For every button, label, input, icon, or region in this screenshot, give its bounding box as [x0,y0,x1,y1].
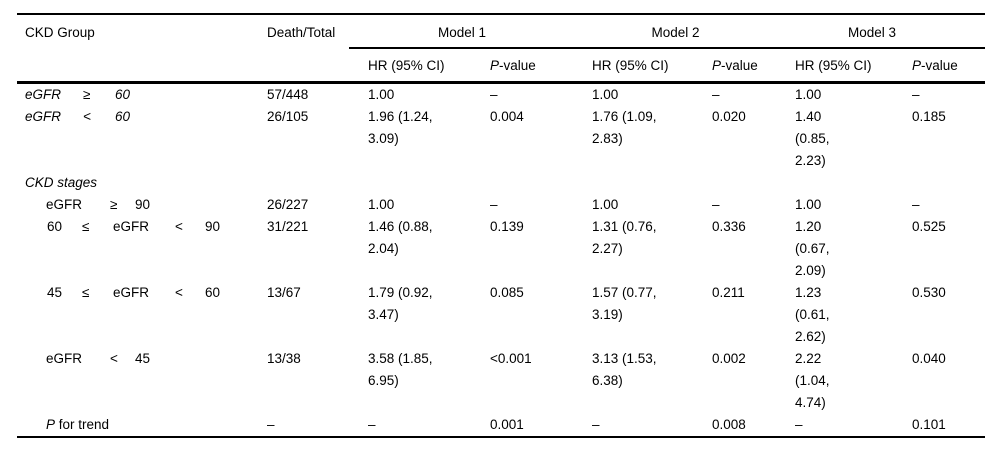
row-label: eGFR ≥90 [46,197,151,212]
table-row: CKD stages [17,172,985,194]
table-row: eGFR <60 26/105 1.96 (1.24, 3.09) 0.004 1.76 (… [17,106,985,172]
table-row: 45 ≤ eGFR <60 13/67 1.79 (0.92, 3.47) 0.085 1.57… [17,282,985,348]
model2-hr-cell: 1.31 (0.76, 2.27) [592,219,657,256]
model1-pvalue-cell: 0.139 [490,219,524,234]
col-header-pvalue-model-3: P-value [912,58,985,73]
row-label: 60 ≤ eGFR <90 [47,219,221,234]
model1-pvalue-cell: 0.004 [490,109,524,124]
header-body-divider-rule [17,81,985,84]
death-total-cell: 13/67 [267,285,301,300]
p-italic: P [712,57,722,73]
p-italic: P [912,57,922,73]
model2-pvalue-cell: 0.008 [712,417,746,432]
model2-hr-cell: 1.00 [592,197,619,212]
model2-pvalue-cell: 0.020 [712,109,746,124]
model1-pvalue-cell: – [490,87,498,102]
model3-hr-cell: 1.00 [795,87,822,102]
model1-pvalue-cell: 0.085 [490,285,524,300]
table-header-row-models: CKD Group Death/Total Model 1 Model 2 Mo… [17,15,985,49]
model1-pvalue-cell: <0.001 [490,351,532,366]
p-suffix: -value [921,57,958,73]
table-row: eGFR <45 13/38 3.58 (1.85, 6.95) <0.001 3.13 (… [17,348,985,414]
col-header-model-1: Model 1 [437,24,487,40]
model3-hr-cell: 1.20 (0.67, 2.09) [795,219,830,278]
model3-pvalue-cell: 0.530 [912,285,946,300]
table-row: 60 ≤ eGFR <90 31/221 1.46 (0.88, 2.04) 0.139 1.3… [17,216,985,282]
col-header-death-total: Death/Total [267,24,336,40]
model-header-underline [349,47,985,49]
col-header-model-3: Model 3 [847,24,897,40]
model3-hr-cell: 1.00 [795,197,822,212]
model3-hr-cell: 1.40 (0.85, 2.23) [795,109,830,168]
p-suffix: -value [499,57,536,73]
model2-pvalue-cell: 0.336 [712,219,746,234]
model2-pvalue-cell: – [712,87,720,102]
col-header-model-2: Model 2 [651,24,700,40]
col-header-pvalue-model-2: P-value [712,58,795,73]
model3-pvalue-cell: – [912,197,920,212]
model1-hr-cell: 1.00 [368,197,395,212]
model3-pvalue-cell: 0.101 [912,417,946,432]
row-label: CKD stages [25,175,98,190]
death-total-cell: 57/448 [267,87,309,102]
col-header-hr-model-1: HR (95% CI) [368,57,445,73]
death-total-cell: 31/221 [267,219,309,234]
col-header-ckd-group: CKD Group [25,24,95,40]
death-total-cell: – [267,417,275,432]
death-total-cell: 26/105 [267,109,309,124]
table-header-row-measures: HR (95% CI) P-value HR (95% CI) P-value … [17,49,985,81]
model3-pvalue-cell: 0.185 [912,109,946,124]
table-body: eGFR ≥60 57/448 1.00 – 1.00 – 1.00 – eGFR <60 26/10… [17,84,985,436]
death-total-cell: 26/227 [267,197,309,212]
col-header-hr-model-3: HR (95% CI) [795,57,872,73]
hazard-ratio-table: CKD Group Death/Total Model 1 Model 2 Mo… [17,13,985,438]
col-header-hr-model-2: HR (95% CI) [592,57,669,73]
model3-pvalue-cell: – [912,87,920,102]
table-bottom-rule [17,436,985,438]
death-total-cell: 13/38 [267,351,301,366]
model2-hr-cell: – [592,417,600,432]
model1-hr-cell: – [368,417,376,432]
table-row: eGFR ≥90 26/227 1.00 – 1.00 – 1.00 – [17,194,985,216]
row-label: 45 ≤ eGFR <60 [47,285,221,300]
row-label: P for trend [46,417,110,432]
model2-hr-cell: 3.13 (1.53, 6.38) [592,351,657,388]
table-row: P for trend – – 0.001 – 0.008 – 0.101 [17,414,985,436]
model3-hr-cell: – [795,417,803,432]
row-label: eGFR <60 [25,109,131,124]
row-label: eGFR ≥60 [25,87,131,102]
p-suffix: -value [721,57,758,73]
model1-hr-cell: 1.96 (1.24, 3.09) [368,109,433,146]
p-italic: P [490,57,500,73]
row-label: eGFR <45 [46,351,151,366]
model3-hr-cell: 1.23 (0.61, 2.62) [795,285,830,344]
model2-hr-cell: 1.57 (0.77, 3.19) [592,285,657,322]
model1-hr-cell: 3.58 (1.85, 6.95) [368,351,433,388]
model2-pvalue-cell: – [712,197,720,212]
model2-pvalue-cell: 0.002 [712,351,746,366]
model1-pvalue-cell: 0.001 [490,417,524,432]
model2-hr-cell: 1.76 (1.09, 2.83) [592,109,657,146]
table-row: eGFR ≥60 57/448 1.00 – 1.00 – 1.00 – [17,84,985,106]
model3-pvalue-cell: 0.525 [912,219,946,234]
model3-pvalue-cell: 0.040 [912,351,946,366]
model1-hr-cell: 1.79 (0.92, 3.47) [368,285,433,322]
model1-hr-cell: 1.46 (0.88, 2.04) [368,219,433,256]
model2-hr-cell: 1.00 [592,87,619,102]
col-header-pvalue-model-1: P-value [490,58,592,73]
model1-pvalue-cell: – [490,197,498,212]
model2-pvalue-cell: 0.211 [712,285,745,300]
model1-hr-cell: 1.00 [368,87,395,102]
model3-hr-cell: 2.22 (1.04, 4.74) [795,351,830,410]
